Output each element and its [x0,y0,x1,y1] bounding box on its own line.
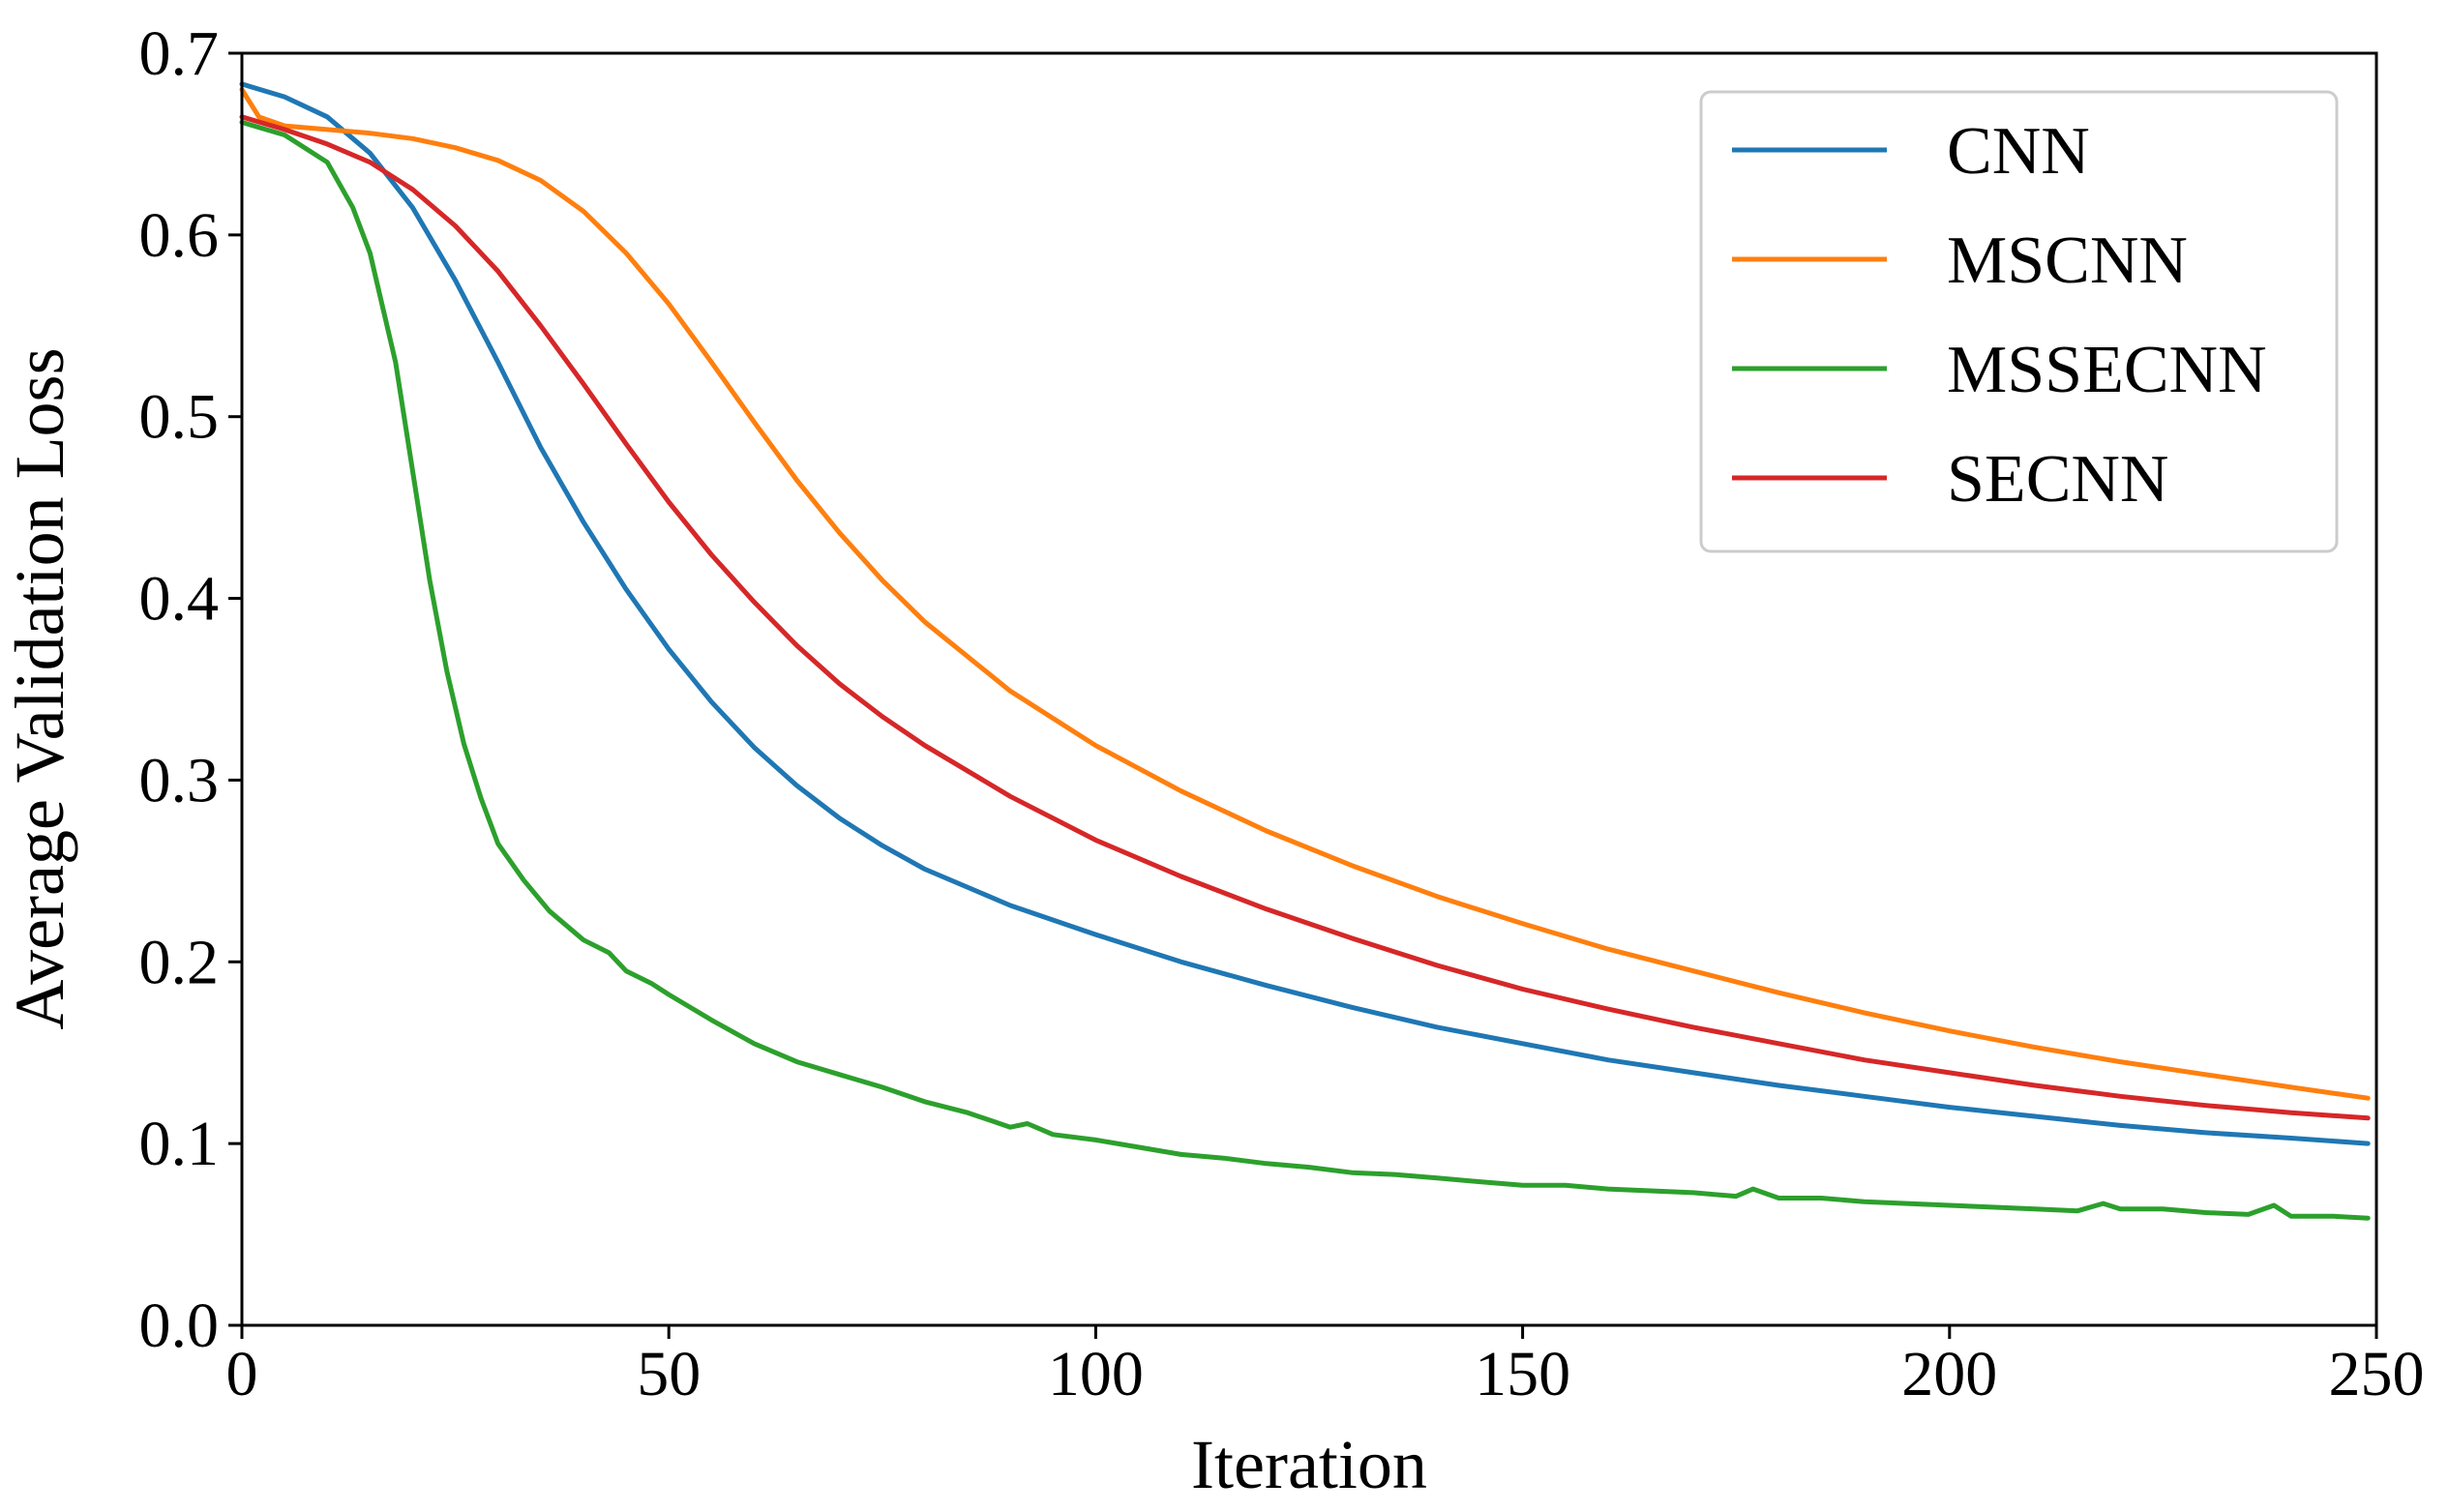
plot-frame [240,51,2378,1327]
y-tick-label: 0.5 [139,382,220,453]
y-tick-label: 0.1 [139,1109,220,1179]
series-line-mssecnn [239,119,2371,1221]
legend: CNN MSCNN MSSECNN SECNN [1699,90,2339,553]
y-tick-label: 0.0 [139,1290,220,1361]
legend-box [1699,90,2339,553]
legend-label: MSSECNN [1947,333,2267,407]
y-tick-label: 0.7 [139,18,220,89]
series-line-cnn [239,81,2371,1146]
legend-label: CNN [1947,114,2090,189]
x-tick-label: 0 [226,1339,258,1409]
x-tick-label: 100 [1048,1339,1144,1409]
y-axis: 0.0 0.1 0.2 0.3 0.4 0.5 0.6 0.7 [139,18,242,1361]
y-tick-label: 0.4 [139,564,220,635]
x-tick-label: 250 [2329,1339,2425,1409]
y-tick-label: 0.3 [139,745,220,815]
legend-label: MSCNN [1947,223,2188,298]
series-line-secnn [239,114,2371,1121]
series-line-mscnn [239,87,2371,1101]
y-tick-label: 0.6 [139,200,220,271]
x-tick-label: 50 [637,1339,701,1409]
x-tick-label: 200 [1901,1339,1997,1409]
legend-label: SECNN [1947,442,2168,517]
y-axis-title: Average Validation Loss [1,347,78,1029]
x-axis: 0 50 100 150 200 250 [226,1325,2425,1409]
x-axis-title: Iteration [1191,1426,1427,1503]
x-tick-label: 150 [1475,1339,1570,1409]
series-layer [239,81,2371,1221]
y-tick-label: 0.2 [139,927,220,997]
